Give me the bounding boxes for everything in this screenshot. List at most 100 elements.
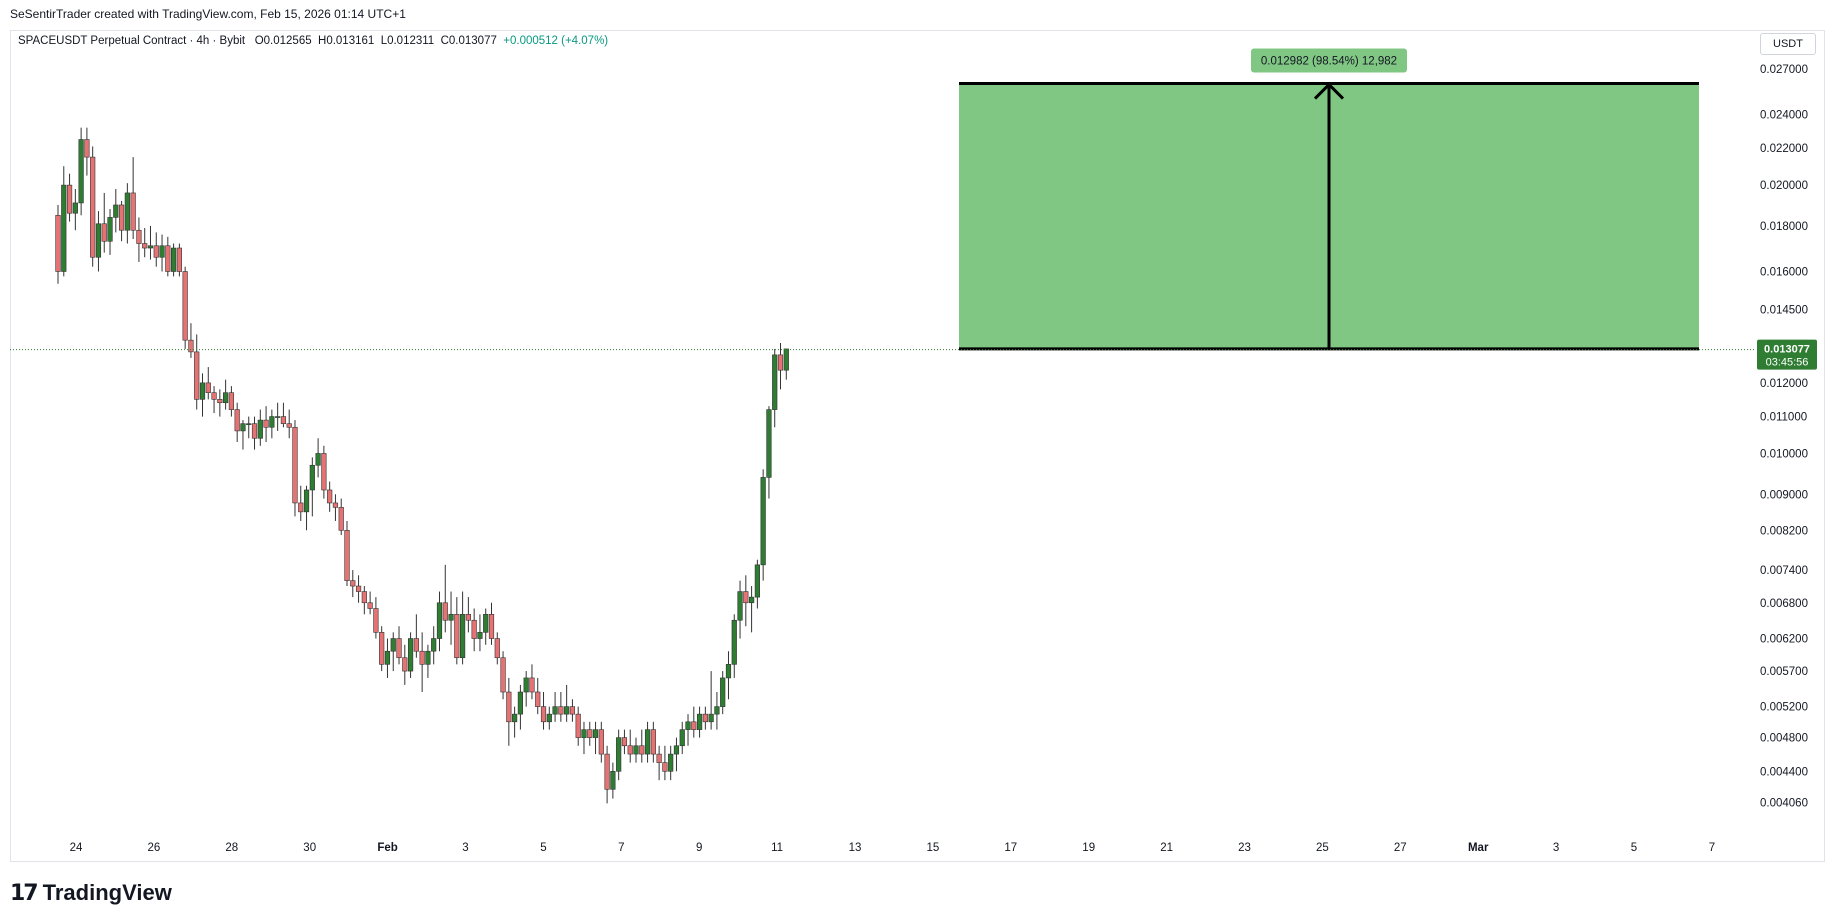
candle-body [61,184,67,272]
candle-body [407,638,414,672]
x-tick-label: 25 [1316,842,1329,854]
candle-body [309,464,315,491]
candle-up [772,348,778,428]
candle-body [604,753,610,790]
candle-body [280,416,287,424]
candle-body [373,608,379,633]
candle-down [130,157,136,240]
candle-body [269,416,275,428]
candle-up [95,211,102,272]
candle-down [650,721,656,763]
y-tick-label: 0.014500 [1760,305,1808,317]
candle-body [494,638,500,659]
y-tick-label: 0.012000 [1760,378,1808,390]
currency-button[interactable]: USDT [1760,33,1816,55]
candle-down [194,334,200,410]
candle-body [644,729,651,755]
candle-up [309,457,315,517]
candle-body [627,745,633,755]
candle-body [275,416,281,418]
candle-down [367,591,373,615]
price-tag [1757,339,1817,370]
candle-body [598,729,604,755]
candle-body [390,638,396,652]
tradingview-mark-icon: 17 [10,880,39,906]
candle-down [182,266,188,349]
candle-body [708,713,714,723]
candle-body [367,602,373,609]
candle-body [90,156,96,258]
candle-up [78,127,84,216]
candle-body [66,184,73,214]
candle-down [228,386,235,417]
candle-up [725,651,732,700]
symbol-legend: SPACEUSDT Perpetual Contract · 4h · Bybi… [18,35,608,47]
y-tick-label: 0.022000 [1760,143,1808,155]
x-tick-label: 15 [927,842,940,854]
candle-body [731,619,737,665]
candle-down [529,664,535,700]
candle-body [656,753,662,763]
y-tick-label: 0.004800 [1760,733,1808,745]
candle-body [298,502,304,513]
candle-up [483,608,489,645]
candle-down [332,494,339,521]
candle-down [540,692,547,730]
candle-down [535,677,541,715]
candle-body [176,247,182,272]
candle-down [165,236,171,277]
candle-down [587,721,593,746]
candle-body [350,580,356,587]
candle-body [396,638,402,659]
candle-down [66,173,73,222]
candle-up [581,721,587,755]
candle-down [355,575,362,603]
candle-up [315,438,321,478]
candle-down [217,389,223,417]
x-tick-label: 13 [849,842,862,854]
candle-body [512,713,518,723]
candle-down [569,699,576,722]
candle-down [84,127,90,176]
candle-up [107,209,113,255]
x-tick-label: Mar [1468,842,1489,854]
candle-up [754,559,760,609]
axes: 24 26 28 30 Feb 3 5 7 9 11 13 15 17 19 21 23 25 27 Mar 3 5 7 0… [10,64,1817,854]
candle-body [777,354,784,371]
y-tick-label: 0.016000 [1760,267,1808,279]
y-tick-label: 0.005700 [1760,666,1808,678]
candle-body [338,507,344,531]
candle-body [263,419,269,428]
candle-body [569,706,576,715]
candle-body [616,737,622,772]
x-tick-label: Feb [377,842,397,854]
candle-down [280,402,287,428]
candle-up [714,692,720,730]
candle-body [517,691,523,715]
candle-down [465,597,471,633]
candle-body [379,632,385,665]
candle-body [465,614,471,621]
tradingview-logo[interactable]: 17 TradingView [10,880,172,906]
candle-up [407,632,414,678]
candle-down [205,367,211,400]
candle-body [182,271,188,341]
candle-down [142,228,148,258]
candle-down [327,481,333,512]
candle-up [673,737,680,772]
candle-body [500,657,506,693]
candle-body [754,564,760,598]
candle-body [130,192,136,231]
candle-body [257,419,263,439]
candle-up [303,485,310,531]
candle-body [737,591,743,621]
candle-down [298,485,304,521]
candle-down [101,192,107,253]
candle-up [477,614,483,652]
candle-body [246,423,252,425]
candle-body [327,489,333,504]
candle-up [72,189,78,231]
candle-body [523,677,529,693]
candle-body [662,762,668,772]
